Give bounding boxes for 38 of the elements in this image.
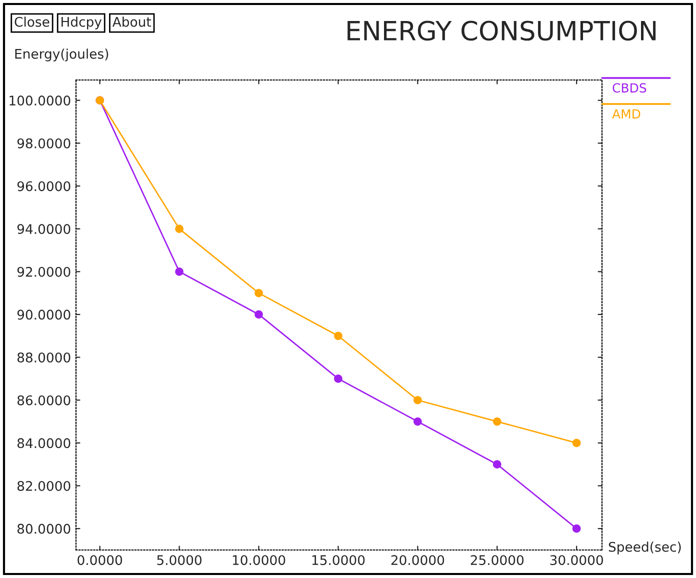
x-tick-label: 25.0000 [470, 555, 524, 566]
chart-title: ENERGY CONSUMPTION [348, 20, 656, 41]
point [334, 374, 342, 383]
y-tick-label: 86.0000 [17, 395, 70, 406]
x-tick-label: 20.0000 [391, 555, 444, 566]
y-tick-label: 94.0000 [17, 224, 70, 234]
y-tick-label: 82.0000 [17, 480, 70, 491]
text: Close [14, 16, 50, 27]
point [572, 524, 581, 533]
y-tick-label: 98.0000 [17, 138, 70, 148]
y-tick-label: 100.0000 [10, 96, 70, 106]
point [334, 332, 342, 340]
text: About [112, 16, 152, 27]
point [413, 396, 422, 404]
text: CBDS [612, 83, 646, 93]
x-axis-title: Speed(sec) [608, 542, 681, 554]
text: Hdcpy [62, 16, 102, 30]
text: AMD [612, 109, 640, 118]
point [413, 417, 422, 426]
x-tick-label: 30.0000 [550, 555, 603, 566]
point [254, 310, 263, 319]
y-tick-label: 96.0000 [17, 181, 70, 192]
point [175, 267, 184, 276]
point [572, 438, 581, 448]
x-tick-label: 0.0000 [78, 555, 122, 566]
y-tick-label: 92.0000 [17, 266, 70, 277]
x-tick-label: 10.0000 [232, 555, 286, 566]
y-tick-label: 84.0000 [17, 438, 70, 448]
y-tick-label: 88.0000 [17, 352, 70, 362]
point [254, 288, 263, 298]
point [175, 224, 184, 233]
point [492, 460, 502, 469]
y-tick-label: 80.0000 [17, 524, 70, 534]
x-tick-label: 5.0000 [157, 555, 202, 566]
y-axis-title: Energy(joules) [15, 48, 108, 62]
y-tick-label: 90.0000 [17, 310, 70, 320]
x-tick-label: 15.0000 [312, 555, 365, 566]
point [492, 417, 502, 426]
